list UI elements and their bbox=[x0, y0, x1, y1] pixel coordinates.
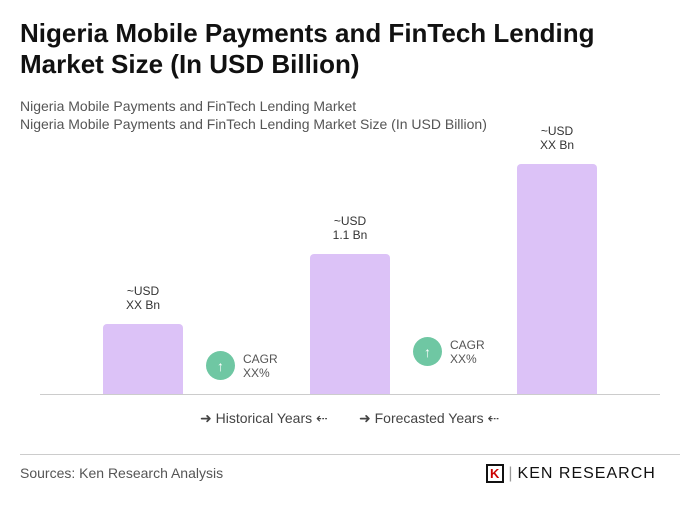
cagr-badge: ↑ CAGR XX% bbox=[206, 351, 278, 380]
arrow-up-icon: ↑ bbox=[413, 337, 442, 366]
data-label: ~USD XX Bn bbox=[507, 124, 607, 152]
legend-forecasted: ➜ Forecasted Years ⇠ bbox=[359, 410, 499, 427]
sources: Sources: Ken Research Analysis bbox=[20, 465, 224, 481]
cagr-badge: ↑ CAGR XX% bbox=[413, 337, 485, 366]
arrow-left-icon: ⇠ bbox=[316, 410, 328, 426]
legend-historical: ➜ Historical Years ⇠ bbox=[200, 410, 328, 427]
chart-title: Nigeria Mobile Payments and FinTech Lend… bbox=[20, 18, 595, 79]
ken-research-logo: K | KEN RESEARCH bbox=[486, 464, 656, 483]
footer-divider bbox=[20, 454, 680, 455]
data-label-line: 1.1 Bn bbox=[332, 228, 368, 242]
x-axis bbox=[40, 394, 660, 395]
arrow-up-icon: ↑ bbox=[206, 351, 235, 380]
cagr-value: XX% bbox=[243, 365, 270, 380]
cagr-label: CAGR bbox=[243, 351, 278, 366]
data-label-line: ~USD bbox=[126, 284, 160, 298]
arrow-right-icon: ➜ bbox=[359, 410, 371, 426]
data-label-line: ~USD bbox=[540, 124, 574, 138]
data-label-line: XX Bn bbox=[125, 298, 161, 312]
data-label-line: XX Bn bbox=[539, 138, 575, 152]
bar bbox=[517, 164, 597, 394]
legend-label: Forecasted Years bbox=[374, 410, 484, 426]
chart-subtitle-2: Nigeria Mobile Payments and FinTech Lend… bbox=[20, 116, 487, 132]
data-label: ~USD 1.1 Bn bbox=[300, 214, 400, 242]
bar bbox=[103, 324, 183, 394]
arrow-right-icon: ➜ bbox=[200, 410, 212, 426]
cagr-value: XX% bbox=[450, 351, 477, 366]
data-label-line: ~USD bbox=[333, 214, 367, 228]
data-label: ~USD XX Bn bbox=[93, 284, 193, 312]
legend-label: Historical Years bbox=[215, 410, 313, 426]
bar bbox=[310, 254, 390, 394]
cagr-label: CAGR bbox=[450, 337, 485, 352]
arrow-left-icon: ⇠ bbox=[487, 410, 500, 426]
logo-icon: K bbox=[486, 464, 505, 483]
chart-subtitle: Nigeria Mobile Payments and FinTech Lend… bbox=[20, 98, 357, 114]
